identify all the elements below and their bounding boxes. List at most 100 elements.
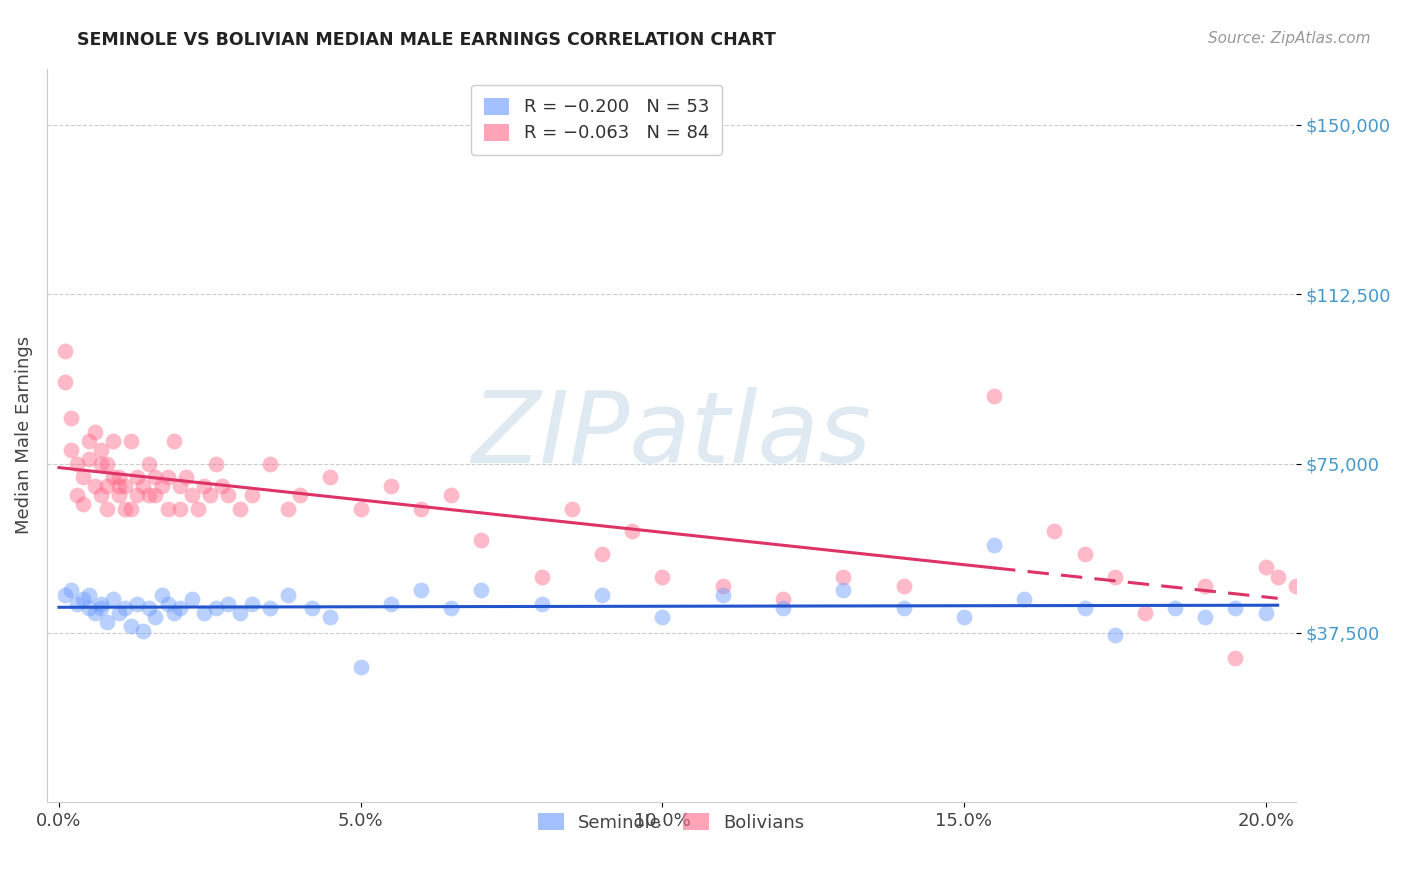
Point: [53, 343, 76, 358]
Point: [120, 434, 142, 448]
Point: [120, 619, 142, 633]
Point: [162, 434, 184, 448]
Point: [1315, 606, 1337, 620]
Point: [290, 488, 312, 502]
Point: [169, 601, 191, 615]
Point: [893, 578, 915, 592]
Point: [953, 610, 976, 624]
Point: [96, 615, 118, 629]
Point: [1164, 601, 1187, 615]
Point: [96, 501, 118, 516]
Point: [145, 470, 167, 484]
Point: [145, 610, 167, 624]
Point: [1194, 578, 1216, 592]
Text: Source: ZipAtlas.com: Source: ZipAtlas.com: [1208, 31, 1371, 46]
Point: [240, 488, 263, 502]
Point: [103, 470, 125, 484]
Point: [66, 597, 89, 611]
Point: [711, 578, 734, 592]
Point: [1104, 569, 1126, 583]
Point: [156, 501, 179, 516]
Point: [77, 601, 100, 615]
Point: [77, 434, 100, 448]
Text: ZIPatlas: ZIPatlas: [471, 387, 872, 483]
Point: [440, 601, 463, 615]
Point: [711, 588, 734, 602]
Point: [60, 411, 83, 425]
Point: [530, 597, 553, 611]
Point: [772, 601, 794, 615]
Point: [211, 479, 233, 493]
Point: [651, 610, 673, 624]
Point: [90, 443, 112, 458]
Point: [84, 606, 107, 620]
Point: [591, 588, 613, 602]
Point: [72, 592, 94, 607]
Point: [180, 488, 202, 502]
Point: [114, 501, 136, 516]
Point: [60, 443, 83, 458]
Point: [409, 501, 432, 516]
Point: [90, 457, 112, 471]
Point: [1014, 592, 1036, 607]
Point: [66, 457, 89, 471]
Point: [114, 601, 136, 615]
Point: [156, 597, 179, 611]
Point: [127, 470, 149, 484]
Point: [84, 479, 107, 493]
Point: [1073, 601, 1095, 615]
Point: [162, 606, 184, 620]
Point: [198, 488, 221, 502]
Point: [204, 601, 226, 615]
Point: [114, 479, 136, 493]
Point: [1267, 569, 1289, 583]
Point: [150, 588, 173, 602]
Point: [180, 592, 202, 607]
Point: [1375, 606, 1398, 620]
Point: [187, 501, 209, 516]
Point: [150, 479, 173, 493]
Point: [103, 592, 125, 607]
Point: [145, 488, 167, 502]
Point: [96, 457, 118, 471]
Point: [108, 606, 131, 620]
Legend: Seminole, Bolivians: Seminole, Bolivians: [526, 800, 817, 845]
Point: [156, 470, 179, 484]
Point: [72, 497, 94, 511]
Point: [132, 479, 155, 493]
Point: [440, 488, 463, 502]
Point: [174, 470, 197, 484]
Point: [193, 479, 215, 493]
Point: [1254, 606, 1277, 620]
Point: [169, 501, 191, 516]
Point: [77, 588, 100, 602]
Point: [108, 470, 131, 484]
Point: [90, 488, 112, 502]
Point: [72, 470, 94, 484]
Point: [138, 601, 160, 615]
Text: SEMINOLE VS BOLIVIAN MEDIAN MALE EARNINGS CORRELATION CHART: SEMINOLE VS BOLIVIAN MEDIAN MALE EARNING…: [77, 31, 776, 49]
Point: [1104, 628, 1126, 642]
Point: [893, 601, 915, 615]
Point: [259, 457, 281, 471]
Point: [1073, 547, 1095, 561]
Point: [380, 479, 402, 493]
Point: [204, 457, 226, 471]
Point: [1362, 588, 1385, 602]
Point: [591, 547, 613, 561]
Point: [470, 582, 492, 597]
Point: [409, 582, 432, 597]
Point: [772, 592, 794, 607]
Point: [53, 376, 76, 390]
Point: [319, 470, 342, 484]
Point: [277, 588, 299, 602]
Point: [229, 501, 252, 516]
Point: [138, 457, 160, 471]
Point: [193, 606, 215, 620]
Point: [1225, 601, 1247, 615]
Point: [60, 582, 83, 597]
Point: [108, 488, 131, 502]
Point: [90, 601, 112, 615]
Point: [1043, 524, 1066, 539]
Point: [169, 479, 191, 493]
